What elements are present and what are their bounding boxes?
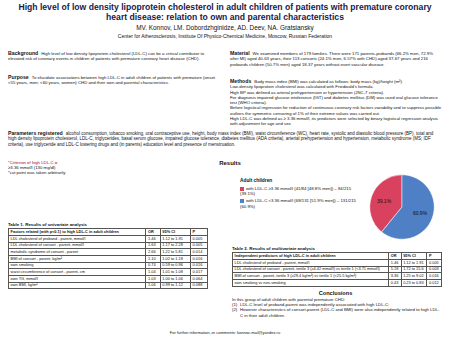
html-text:OR: OR <box>390 253 397 258</box>
html-text:1.03: 1.03 <box>148 275 156 281</box>
html-text:P: P <box>429 253 432 258</box>
html-text:0.064: 0.064 <box>192 275 203 281</box>
html-text:own TG, mmol/l: own TG, mmol/l <box>10 275 38 281</box>
html-text:P: P <box>192 229 196 234</box>
html-text:0.43: 0.43 <box>390 279 399 285</box>
html-text:0.99 to 1.12: 0.99 to 1.12 <box>162 282 183 288</box>
html-text:2.66: 2.66 <box>148 249 156 254</box>
html-text:0.016: 0.016 <box>192 255 203 261</box>
html-text:≥3.36 mmol/l (130 mg/dl): ≥3.36 mmol/l (130 mg/dl) <box>8 165 56 171</box>
html-text:1.72 to 15.6: 1.72 to 15.6 <box>403 266 424 272</box>
html-text:For diagnosis impaired glucose: For diagnosis impaired glucose intoleran… <box>230 94 438 105</box>
html-text:High level of low density lipo: High level of low density lipoprotein ch… <box>18 2 432 22</box>
html-text:Center for Atherosclerosis, In: Center for Atherosclerosis, Institute Of… <box>117 33 333 39</box>
html-text:own smoking vs non-smoking: own smoking vs non-smoking <box>234 279 286 285</box>
html-text:(1): (1) <box>232 302 238 307</box>
html-text:Purpose To elucidate associati: Purpose To elucidate associations betwee… <box>8 74 215 86</box>
html-text:0.005: 0.005 <box>192 242 203 248</box>
html-text:0.005: 0.005 <box>192 235 203 241</box>
html-text:1.25 to 9.02: 1.25 to 9.02 <box>403 273 424 278</box>
html-text:LDL cholesterol of consort - p: LDL cholesterol of consort - parent, ter… <box>234 266 380 272</box>
html-text:own BMI, kg/m²: own BMI, kg/m² <box>10 282 38 288</box>
html-text:metabolic syndrome of consort: metabolic syndrome of consort - parent <box>10 249 79 254</box>
html-text:Low-density lipoprotein choles: Low-density lipoprotein cholesterol was … <box>230 84 374 90</box>
html-text:1.63: 1.63 <box>148 242 156 248</box>
html-text:1.12 to 1.91: 1.12 to 1.91 <box>403 259 424 265</box>
html-text:For further information, or co: For further information, or comments: ko… <box>169 330 281 335</box>
svg-text:60.9%: 60.9% <box>413 210 428 216</box>
html-text:LDL cholesterol of proband - p: LDL cholesterol of proband - parent, mmo… <box>234 259 310 265</box>
html-text:1.46: 1.46 <box>148 235 156 241</box>
html-text:0.012: 0.012 <box>429 279 439 285</box>
html-text:0.088: 0.088 <box>192 282 203 288</box>
html-text:3.36: 3.36 <box>390 273 399 278</box>
html-text:95% CI: 95% CI <box>162 229 176 234</box>
html-text:High BP was defined as arteria: High BP was defined as arterial prehyper… <box>230 89 385 95</box>
html-text:Adult children: Adult children <box>240 178 273 183</box>
html-text:BMI of consort - parent, kg/m²: BMI of consort - parent, kg/m² <box>10 255 63 261</box>
html-text:Conclusions: Conclusions <box>318 290 353 296</box>
html-text:1.02 to 1.18: 1.02 to 1.18 <box>162 255 183 261</box>
html-text:0.005: 0.005 <box>429 259 439 265</box>
html-text:BMI of consort - parent, terti: BMI of consort - parent, tertile 3 (≥29.… <box>234 273 357 278</box>
html-text:Table 2. Results of multivaria: Table 2. Results of multivariate analysi… <box>232 246 315 251</box>
html-text:Background High level of low d: Background High level of low density lip… <box>8 50 205 62</box>
html-text:Independent predictors of high: Independent predictors of high LDL-C in … <box>234 253 336 258</box>
html-text:1.04: 1.04 <box>148 269 156 274</box>
html-text:*Criterion of high LDL-C =: *Criterion of high LDL-C = <box>8 160 58 165</box>
html-text:95% CI: 95% CI <box>403 253 416 258</box>
html-text:0.016: 0.016 <box>192 262 203 268</box>
html-text:1.06: 1.06 <box>148 282 156 288</box>
html-text:OR: OR <box>148 229 154 234</box>
html-text:Material We examined members o: Material We examined members of 179 fami… <box>230 50 433 67</box>
html-text:1.12 to 1.91: 1.12 to 1.91 <box>162 235 183 241</box>
html-text:High LDL-C was defined as ≥ 3.: High LDL-C was defined as ≥ 3.36 mmol/l,… <box>230 115 438 126</box>
html-text:waist circumference of consort: waist circumference of consort - parent,… <box>10 269 85 274</box>
html-text:Parameters registered alcohol: Parameters registered alcohol consumptio… <box>8 130 434 147</box>
html-text:with LDL-C <3.36 mmol/l (68/13: with LDL-C <3.36 mmol/l (68/131 [51.9% m… <box>240 198 356 209</box>
html-text:LDL-C level of proband-parent: LDL-C level of proband-parent was indepe… <box>240 302 390 307</box>
html-text:(2) However characteristics of: (2) However characteristics of consort-p… <box>232 307 440 318</box>
html-text:LDL cholesterol of consort - p: LDL cholesterol of consort - parent, mmo… <box>10 242 84 248</box>
html-text:Factors related (with p<0.1) t: Factors related (with p<0.1) to high LDL… <box>10 229 119 234</box>
html-text:0.23 to 0.83: 0.23 to 0.83 <box>403 279 424 285</box>
html-text:Table 1. Results of univariate: Table 1. Results of univariate analysis <box>8 222 87 227</box>
html-text:LDL cholesterol of proband - p: LDL cholesterol of proband - parent, mmo… <box>10 235 86 241</box>
html-text:1.00 to 1.06: 1.00 to 1.06 <box>162 275 183 281</box>
html-text:0.59 to 0.96: 0.59 to 0.96 <box>162 262 183 268</box>
html-text:5.18: 5.18 <box>390 266 399 272</box>
html-text:1.01 to 1.08: 1.01 to 1.08 <box>162 269 183 274</box>
html-text:*cut point was taken arbitrari: *cut point was taken arbitrarily <box>8 170 66 176</box>
html-text:1.17 to 2.28: 1.17 to 2.28 <box>162 242 183 248</box>
html-text:In this group of adult childre: In this group of adult children with par… <box>232 296 346 302</box>
html-text:0.014: 0.014 <box>192 249 203 254</box>
html-text:own smoking: own smoking <box>10 262 34 268</box>
svg-text:39.1%: 39.1% <box>377 198 392 204</box>
html-text:1.46: 1.46 <box>390 259 399 265</box>
html-text:Methods Body mass index (BMI): Methods Body mass index (BMI) was calcul… <box>230 78 404 84</box>
html-text:MV. Konnov, LM. Dobordzhginidz: MV. Konnov, LM. Dobordzhginidze, AD. Dee… <box>136 24 314 31</box>
html-text:Before logistical regression f: Before logistical regression for reducti… <box>230 105 442 116</box>
html-text:0.003: 0.003 <box>429 266 439 272</box>
html-text:0.74: 0.74 <box>148 262 156 268</box>
html-text:with LDL-C ≥3.36 mmol/l (41/84: with LDL-C ≥3.36 mmol/l (41/84 [48.8% me… <box>240 185 352 197</box>
html-text:1.10: 1.10 <box>148 255 156 261</box>
html-text:Results: Results <box>219 160 241 166</box>
html-text:0.016: 0.016 <box>429 273 439 278</box>
html-text:1.22 to 5.81: 1.22 to 5.81 <box>162 249 183 254</box>
html-text:0.017: 0.017 <box>192 269 203 274</box>
